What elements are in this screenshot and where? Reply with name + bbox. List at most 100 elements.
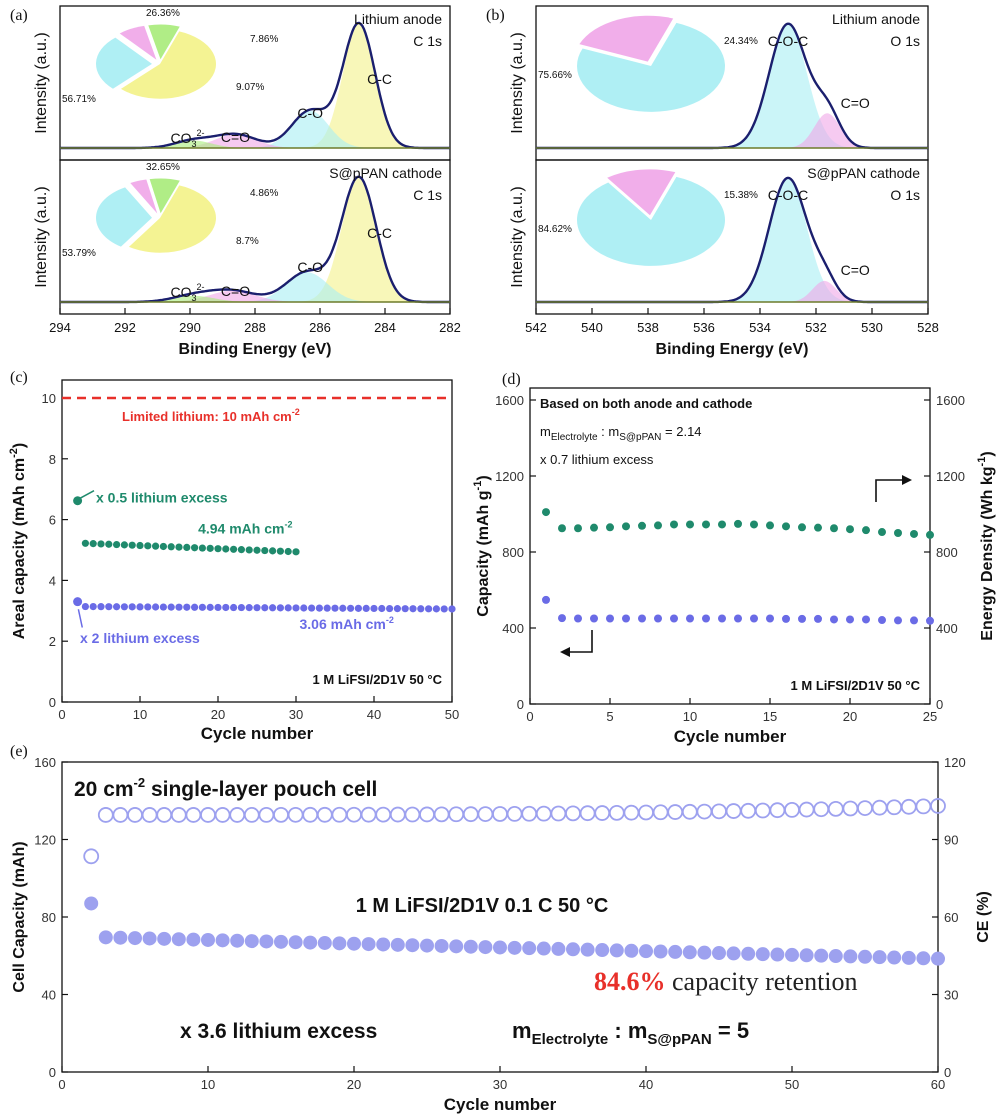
data-point xyxy=(725,803,742,819)
peak-label: C-O-C xyxy=(768,187,808,203)
data-point xyxy=(565,805,581,822)
peak-label: C=O xyxy=(221,283,250,299)
data-point xyxy=(449,939,464,954)
data-point xyxy=(167,543,175,551)
subplot-subtitle: O 1s xyxy=(890,33,920,49)
data-point xyxy=(175,543,183,551)
data-point xyxy=(638,804,654,821)
data-point xyxy=(214,807,231,823)
data-point xyxy=(639,944,653,959)
info-line: x 0.7 lithium excess xyxy=(540,452,654,467)
x-tick-label: 282 xyxy=(439,320,461,335)
axis-arrow-right-head xyxy=(902,475,912,485)
x-tick-label: 30 xyxy=(493,1077,507,1092)
data-point xyxy=(887,950,902,965)
data-point xyxy=(862,615,870,624)
data-point xyxy=(542,595,550,604)
peak-label: C-O-C xyxy=(768,33,808,49)
y2-tick-label: 800 xyxy=(936,545,958,560)
series-arrow xyxy=(79,490,95,499)
x-tick-label: 0 xyxy=(58,1077,65,1092)
data-point xyxy=(81,539,89,547)
data-point xyxy=(798,614,806,623)
subplot-subtitle: O 1s xyxy=(890,187,920,203)
panel-d: 0 5 10 15 20 25040080012001600040080012001600… xyxy=(472,371,996,746)
data-point xyxy=(798,801,815,818)
data-point xyxy=(156,807,173,823)
data-point xyxy=(536,941,551,956)
y2-axis-label: Energy Density (Wh kg-1) xyxy=(976,451,996,640)
data-point xyxy=(244,934,259,949)
data-point xyxy=(97,603,105,611)
data-point xyxy=(303,935,318,950)
data-point xyxy=(183,603,191,611)
ratio-sub: Electrolyte xyxy=(551,432,598,443)
y-tick-label: 6 xyxy=(49,513,56,528)
data-point xyxy=(755,947,770,962)
y2-tick-label: 400 xyxy=(936,621,958,636)
value-annotation: 4.94 mAh cm-2 xyxy=(198,519,292,536)
data-point xyxy=(361,937,376,952)
y-axis-label: Intensity (a.u.) xyxy=(33,186,50,287)
data-point xyxy=(828,949,843,964)
data-point xyxy=(362,604,370,613)
data-point xyxy=(901,950,916,965)
data-point xyxy=(273,806,289,823)
y-axis-label: Cell Capacity (mAh) xyxy=(11,841,28,992)
data-point xyxy=(686,614,694,623)
data-point xyxy=(214,603,222,612)
data-point xyxy=(128,603,136,611)
data-point xyxy=(113,930,128,945)
pie-label: 15.38% xyxy=(724,190,758,201)
y-axis-label-end: ) xyxy=(475,475,492,480)
y-tick-label: 1600 xyxy=(495,393,524,408)
data-point xyxy=(206,603,214,611)
data-point xyxy=(782,614,790,623)
x-tick-label: 536 xyxy=(693,320,715,335)
condition-label: 1 M LiFSI/2D1V 50 °C xyxy=(313,672,443,687)
data-point xyxy=(814,523,822,532)
peak-label: C-O xyxy=(297,105,323,121)
subplot-title: Lithium anode xyxy=(832,11,920,27)
data-point xyxy=(405,938,420,953)
x-tick-label: 20 xyxy=(347,1077,361,1092)
data-point xyxy=(566,942,580,957)
peak-label: C=O xyxy=(221,129,250,145)
data-point xyxy=(237,546,245,554)
ratio-tail: = 5 xyxy=(712,1018,749,1043)
data-point xyxy=(316,806,333,823)
x-tick-label: 10 xyxy=(683,709,697,724)
data-point xyxy=(448,806,465,823)
data-point xyxy=(766,614,774,623)
data-point xyxy=(375,806,392,823)
data-point xyxy=(347,936,361,951)
data-point xyxy=(493,940,507,955)
data-point xyxy=(128,931,142,946)
data-point xyxy=(843,949,858,964)
pie-label: 75.66% xyxy=(538,70,572,81)
data-point xyxy=(401,605,409,613)
data-point xyxy=(222,545,230,553)
data-point xyxy=(750,520,758,529)
pie-label: 26.36% xyxy=(146,8,180,19)
data-point xyxy=(558,524,566,533)
subplot-title: S@pPAN cathode xyxy=(329,165,442,181)
y2-tick-label: 60 xyxy=(944,910,958,925)
data-point xyxy=(477,806,494,823)
y-axis-label-sup: -1 xyxy=(472,481,484,491)
data-point xyxy=(590,614,598,623)
y2-tick-label: 0 xyxy=(936,697,943,712)
pie-label: 56.71% xyxy=(62,94,96,105)
pie-slice xyxy=(607,169,676,216)
data-point xyxy=(339,604,347,612)
data-point xyxy=(580,942,595,957)
data-point xyxy=(191,544,199,552)
y-tick-label: 8 xyxy=(49,452,56,467)
data-point xyxy=(711,803,727,820)
peak-fill xyxy=(536,113,928,148)
data-point xyxy=(317,935,332,950)
subplot-subtitle: C 1s xyxy=(413,187,442,203)
pie-slice xyxy=(119,25,157,60)
x-tick-label: 532 xyxy=(805,320,827,335)
data-point xyxy=(258,806,275,823)
